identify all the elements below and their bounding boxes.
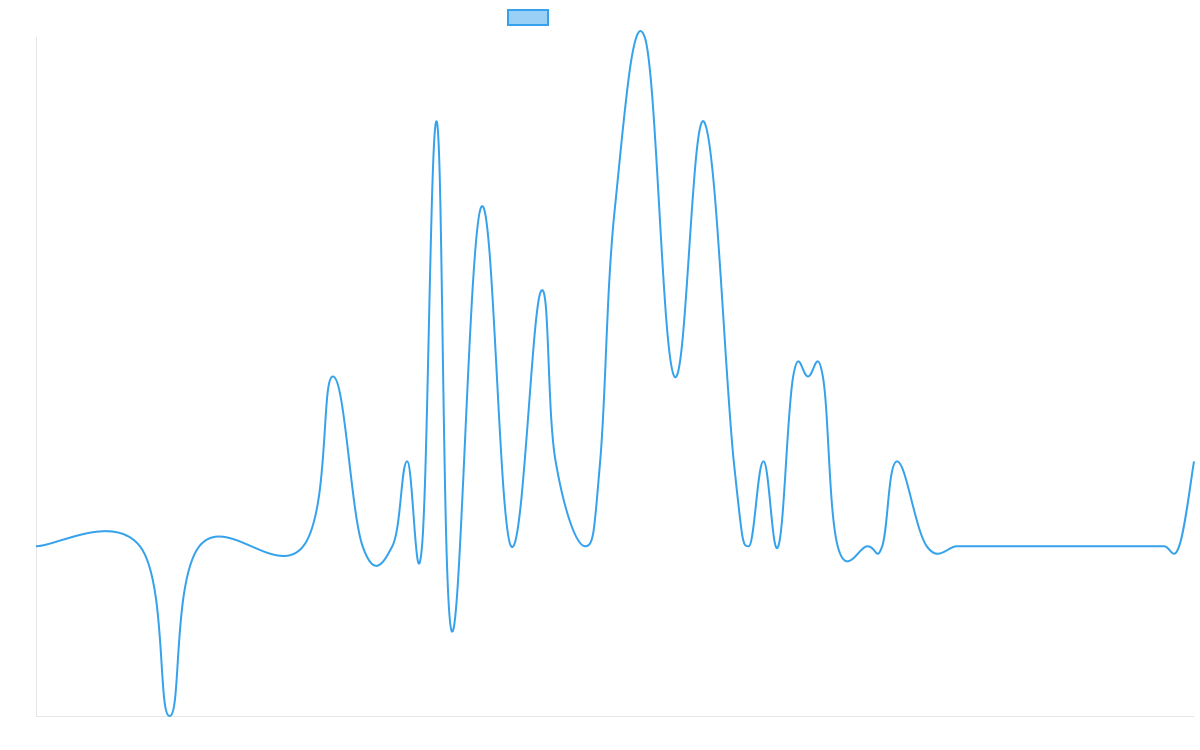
legend[interactable] [507,9,549,26]
series-line [35,30,1195,717]
legend-swatch[interactable] [507,9,549,26]
plot-area [35,30,1195,717]
axes [36,37,1194,717]
